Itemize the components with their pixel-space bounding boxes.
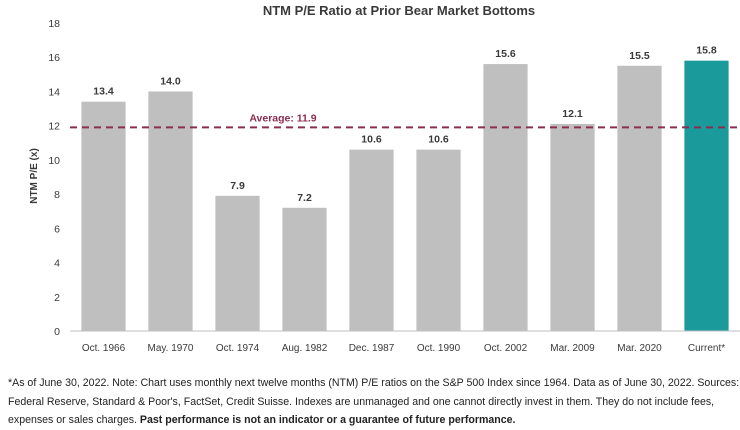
bar-may-1970 <box>148 91 193 331</box>
bar-series <box>81 60 729 332</box>
chart-title: NTM P/E Ratio at Prior Bear Market Botto… <box>263 3 535 18</box>
bar-oct-1990 <box>416 149 461 331</box>
bar-chart: NTM P/E Ratio at Prior Bear Market Botto… <box>29 3 740 354</box>
bar-aug-1982 <box>282 207 327 331</box>
y-tick-label: 12 <box>48 121 60 133</box>
data-label: 15.8 <box>696 45 717 57</box>
bar-oct-1966 <box>81 101 126 331</box>
footnote-line-3-text: expenses or sales charges. <box>8 414 137 426</box>
bar-mar-2020 <box>617 65 662 332</box>
x-tick-label: Oct. 1974 <box>216 343 260 354</box>
bar-mar-2009 <box>550 123 595 331</box>
x-tick-label: May. 1970 <box>148 343 194 354</box>
y-tick-label: 2 <box>54 292 60 304</box>
bar-oct-2002 <box>483 64 528 332</box>
x-tick-label: Mar. 2009 <box>550 343 595 354</box>
data-label: 10.6 <box>428 134 449 146</box>
data-label: 13.4 <box>93 86 114 98</box>
x-tick-label: Current* <box>688 343 725 354</box>
y-tick-label: 10 <box>48 155 60 167</box>
y-tick-label: 16 <box>48 52 60 64</box>
y-tick-label: 0 <box>54 326 60 338</box>
x-tick-label: Oct. 1966 <box>82 343 126 354</box>
y-axis-ticks: 0 2 4 6 8 10 12 14 16 18 <box>48 18 60 338</box>
bar-oct-1974 <box>215 195 260 331</box>
x-tick-label: Oct. 2002 <box>484 343 528 354</box>
data-label: 7.9 <box>230 180 245 192</box>
data-label: 10.6 <box>361 134 382 146</box>
bar-dec-1987 <box>349 149 394 331</box>
data-label: 7.2 <box>297 192 312 204</box>
y-tick-label: 8 <box>54 189 60 201</box>
average-label: Average: 11.9 <box>249 112 316 124</box>
data-label: 15.6 <box>495 48 516 60</box>
x-tick-label: Mar. 2020 <box>617 343 662 354</box>
bar-current <box>684 60 729 332</box>
footnote-line-2: Federal Reserve, Standard & Poor's, Fact… <box>8 395 715 408</box>
y-tick-label: 6 <box>54 223 60 235</box>
footnote-line-3: expenses or sales charges. Past performa… <box>8 411 740 430</box>
y-tick-label: 18 <box>48 18 60 30</box>
data-label: 15.5 <box>629 50 650 62</box>
data-label: 12.1 <box>562 108 583 120</box>
footnote-line-1: *As of June 30, 2022. Note: Chart uses m… <box>8 377 740 389</box>
y-tick-label: 14 <box>48 86 60 98</box>
x-tick-label: Oct. 1990 <box>417 343 461 354</box>
y-tick-label: 4 <box>54 258 60 270</box>
x-tick-label: Aug. 1982 <box>282 343 328 354</box>
data-labels: 13.4 14.0 7.9 7.2 10.6 10.6 15.6 12.1 15.5 15.8 <box>93 45 717 204</box>
footnote-disclaimer: Past performance is not an indicator or … <box>139 414 516 426</box>
y-axis-label: NTM P/E (x) <box>29 148 40 204</box>
x-axis-labels: Oct. 1966 May. 1970 Oct. 1974 Aug. 1982 Dec.… <box>82 343 725 354</box>
data-label: 14.0 <box>160 75 181 87</box>
footnote: *As of June 30, 2022. Note: Chart uses m… <box>8 374 740 430</box>
x-tick-label: Dec. 1987 <box>349 343 395 354</box>
